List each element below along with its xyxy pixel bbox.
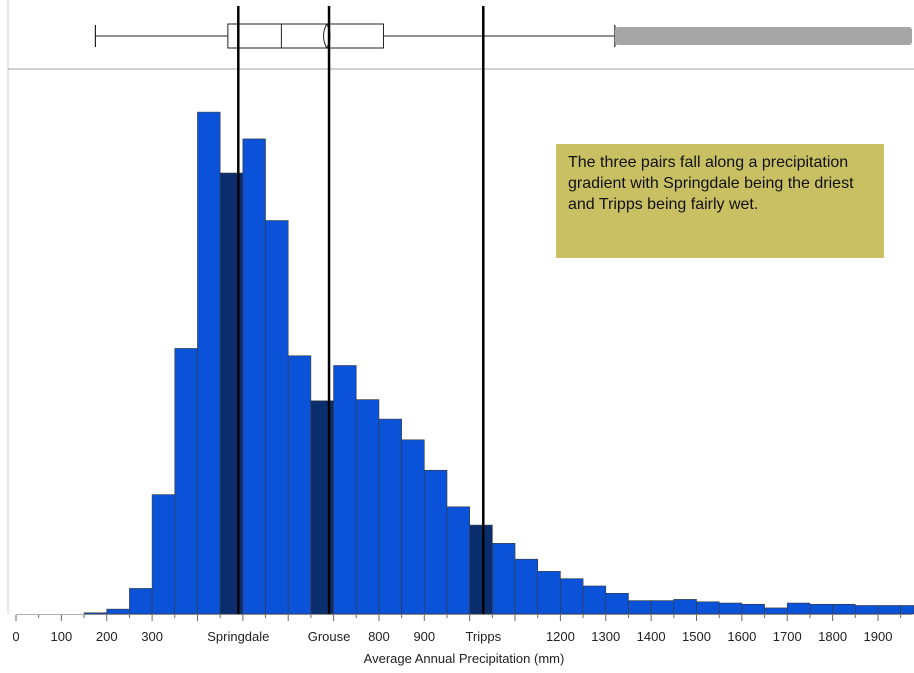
histogram-bar: [355, 399, 380, 615]
histogram-bar: [197, 111, 221, 615]
histogram-bar: [106, 608, 130, 615]
x-tick-label: 900: [413, 629, 435, 644]
histogram-bar: [764, 607, 788, 615]
x-tick-label: 1800: [818, 629, 847, 644]
histogram-bar: [537, 571, 561, 615]
x-axis: 0 100 200 300 Springdale Grouse 800 900 Tripps 12…: [12, 615, 902, 644]
histogram-bar: [401, 439, 425, 615]
annotation-callout: The three pairs fall along a precipitati…: [556, 144, 884, 258]
x-tick-label: Grouse: [308, 629, 351, 644]
box-plot-panel: [7, 0, 914, 614]
histogram-bar: [129, 588, 153, 615]
histogram-bar: [560, 578, 584, 615]
histogram-bar: [832, 603, 856, 615]
x-tick-label: Springdale: [207, 629, 269, 644]
histogram-bar: [287, 355, 312, 615]
histogram-bar: [877, 605, 901, 615]
histogram-bar: [174, 348, 198, 615]
x-tick-label: Tripps: [465, 629, 501, 644]
histogram-bar: [424, 469, 448, 615]
iqr-box: [227, 23, 384, 49]
x-axis-title: Average Annual Precipitation (mm): [364, 651, 565, 666]
x-tick-label: 1500: [682, 629, 711, 644]
reference-lines: [237, 6, 485, 614]
histogram-bar: [696, 601, 720, 615]
x-tick-label: 1300: [591, 629, 620, 644]
x-tick-label: 200: [96, 629, 118, 644]
x-tick-label: 800: [368, 629, 390, 644]
x-tick-label: 100: [51, 629, 73, 644]
histogram-bar: [900, 605, 914, 615]
histogram-bar: [333, 365, 357, 615]
histogram-bar: [650, 600, 675, 615]
histogram-bar: [628, 600, 652, 615]
histogram-panel: [16, 111, 914, 615]
histogram-bar: [492, 543, 516, 615]
histogram-bar-highlight: [469, 524, 493, 615]
histogram-bar: [741, 603, 765, 615]
x-tick-label: 1600: [727, 629, 756, 644]
x-tick-label: 1700: [773, 629, 802, 644]
histogram-bar: [446, 506, 470, 615]
histogram-bar: [514, 558, 539, 615]
histogram-bar: [854, 605, 879, 615]
histogram-bar: [582, 585, 607, 615]
histogram-bar: [605, 592, 629, 615]
x-tick-label: 300: [141, 629, 163, 644]
outlier-band: [614, 27, 912, 45]
histogram-bar: [378, 418, 402, 615]
histogram-bar: [786, 602, 811, 615]
x-tick-label: 1200: [546, 629, 575, 644]
histogram-bar: [809, 603, 833, 615]
histogram-bar: [673, 599, 697, 615]
x-tick-label: 1400: [637, 629, 666, 644]
x-tick-label: 1900: [864, 629, 893, 644]
x-tick-label: 0: [12, 629, 19, 644]
histogram-bar: [242, 138, 266, 615]
histogram-bar: [718, 602, 743, 615]
histogram-bar: [83, 612, 108, 615]
histogram-bar: [265, 220, 289, 615]
histogram-bar: [151, 494, 176, 615]
